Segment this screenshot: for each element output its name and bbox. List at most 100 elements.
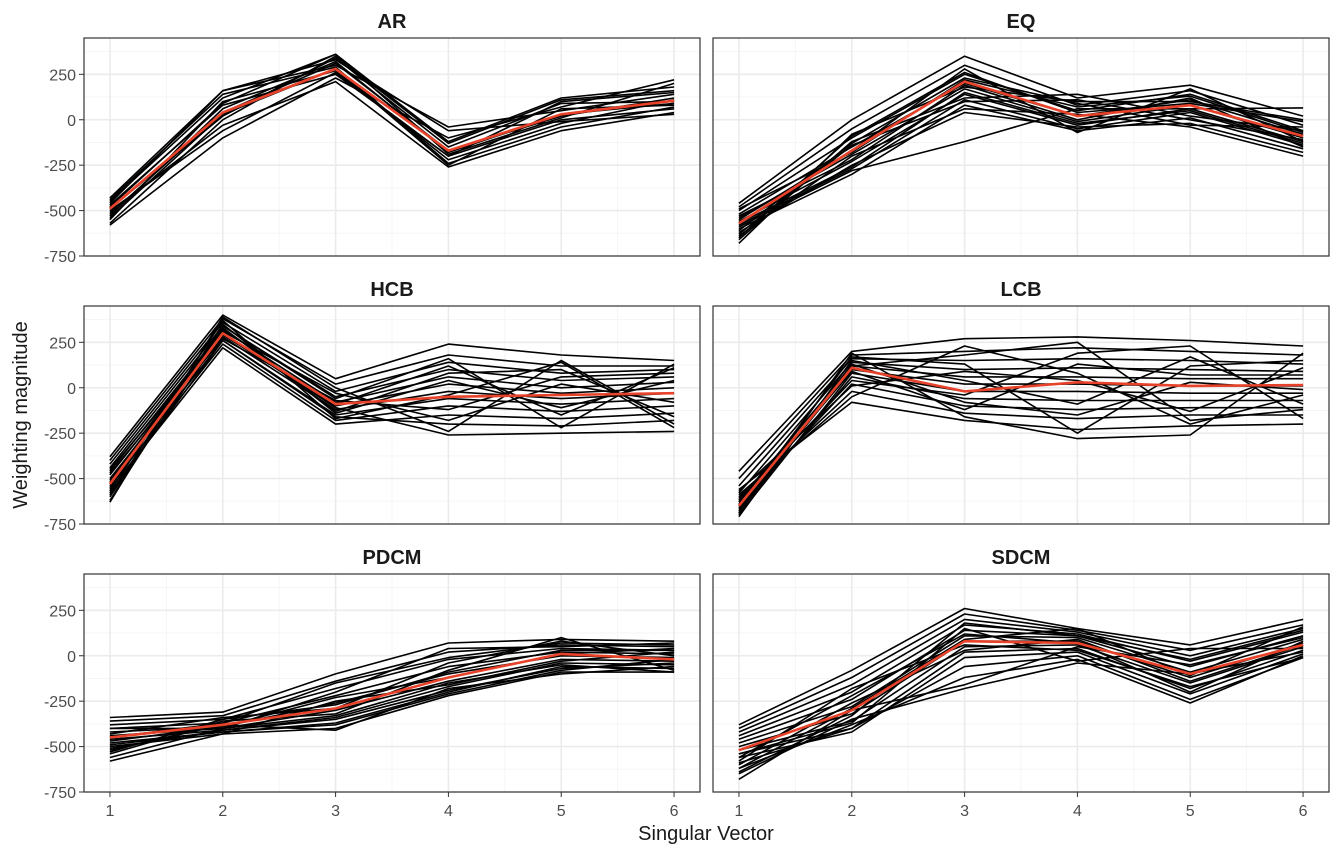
panel-title: EQ — [1007, 11, 1036, 33]
x-tick-label: 4 — [444, 803, 453, 820]
x-tick-label: 6 — [1299, 803, 1308, 820]
sample-line — [738, 655, 1304, 770]
x-tick-label: 2 — [218, 803, 227, 820]
sample-lines — [108, 314, 675, 503]
sample-line — [738, 607, 1304, 726]
sample-line — [738, 71, 1304, 239]
sample-lines — [738, 55, 1304, 244]
y-tick-label: 250 — [49, 67, 76, 84]
y-tick-label: -750 — [44, 785, 76, 802]
sample-lines — [109, 53, 675, 226]
sample-line — [738, 345, 1304, 500]
mean-line — [738, 80, 1304, 225]
sample-line — [738, 644, 1304, 762]
y-tick-label: -500 — [44, 204, 76, 221]
x-tick-label: 1 — [105, 803, 114, 820]
mean-line — [109, 652, 675, 739]
sample-line — [738, 367, 1304, 492]
y-tick-label: 0 — [67, 113, 76, 130]
y-tick-label: -500 — [44, 472, 76, 489]
y-tick-label: -250 — [44, 694, 76, 711]
y-tick-label: 0 — [67, 381, 76, 398]
mean-line — [737, 366, 1304, 507]
sample-line — [738, 361, 1304, 494]
sample-line — [738, 622, 1304, 773]
x-tick-label: 6 — [670, 803, 679, 820]
x-tick-label: 1 — [734, 803, 743, 820]
sample-line — [738, 91, 1304, 225]
mean-line — [108, 331, 675, 485]
sample-line — [109, 662, 675, 750]
sample-line — [738, 345, 1304, 496]
sample-line — [738, 372, 1304, 516]
sample-line — [109, 53, 675, 203]
panel-border — [712, 305, 1330, 525]
panel-border — [712, 573, 1330, 793]
panel-border — [83, 573, 701, 793]
sample-line — [109, 343, 675, 487]
sample-line — [738, 356, 1304, 518]
sample-line — [109, 323, 675, 496]
sample-line — [738, 625, 1304, 770]
panel-ar: AR -750 -500 -250 0 250 — [44, 11, 701, 266]
sample-line — [109, 319, 675, 492]
x-tick-label: 4 — [1073, 803, 1082, 820]
x-tick-label: 3 — [331, 803, 340, 820]
y-tick-label: -250 — [44, 158, 76, 175]
sample-line — [738, 77, 1304, 232]
sample-lines — [737, 336, 1304, 518]
sample-line — [738, 633, 1304, 759]
sample-line — [738, 336, 1304, 472]
x-tick-label: 5 — [1186, 803, 1195, 820]
sample-line — [109, 71, 675, 212]
panel-border — [83, 305, 701, 525]
mean-line — [738, 639, 1304, 752]
panel-border — [83, 37, 701, 257]
y-tick-label: 0 — [67, 649, 76, 666]
y-tick-label: -750 — [44, 249, 76, 266]
panel-eq: EQ — [712, 11, 1330, 257]
sample-line — [738, 636, 1304, 780]
x-tick-label: 5 — [557, 803, 566, 820]
y-axis-title: Weighting magnitude — [10, 321, 32, 509]
y-tick-label: -250 — [44, 426, 76, 443]
sample-line — [109, 55, 675, 224]
sample-line — [738, 64, 1304, 208]
sample-line — [738, 654, 1304, 764]
sample-line — [109, 68, 675, 219]
sample-line — [109, 337, 675, 474]
sample-line — [738, 390, 1304, 498]
panel-title: SDCM — [992, 547, 1051, 569]
panel-hcb: HCB -750 -500 -250 0 250 — [44, 279, 701, 534]
sample-line — [738, 55, 1304, 204]
sample-line — [738, 352, 1304, 514]
sample-line — [109, 58, 675, 204]
mean-line — [109, 67, 675, 210]
y-tick-label: -500 — [44, 740, 76, 757]
sample-lines — [109, 636, 675, 762]
sample-line — [738, 613, 1304, 730]
panel-pdcm: PDCM -750 -500 -250 0 250 1 2 3 4 5 6 — [44, 547, 701, 820]
y-tick-label: -750 — [44, 517, 76, 534]
sample-line — [109, 638, 675, 719]
sample-line — [109, 662, 675, 741]
x-axis-title: Singular Vector — [638, 823, 774, 845]
y-tick-label: 250 — [49, 335, 76, 352]
sample-line — [109, 663, 675, 730]
y-tick-label: 250 — [49, 603, 76, 620]
sample-line — [738, 401, 1304, 491]
sample-line — [738, 651, 1304, 759]
sample-line — [109, 80, 675, 214]
sample-lines — [738, 607, 1304, 780]
sample-line — [109, 644, 675, 722]
panel-title: PDCM — [363, 547, 422, 569]
x-tick-label: 3 — [960, 803, 969, 820]
sample-line — [109, 317, 675, 461]
sample-line — [738, 627, 1304, 755]
panel-lcb: LCB — [712, 279, 1330, 525]
panel-border — [712, 37, 1330, 257]
panel-title: HCB — [370, 279, 413, 301]
sample-line — [738, 99, 1304, 235]
sample-line — [738, 93, 1304, 223]
